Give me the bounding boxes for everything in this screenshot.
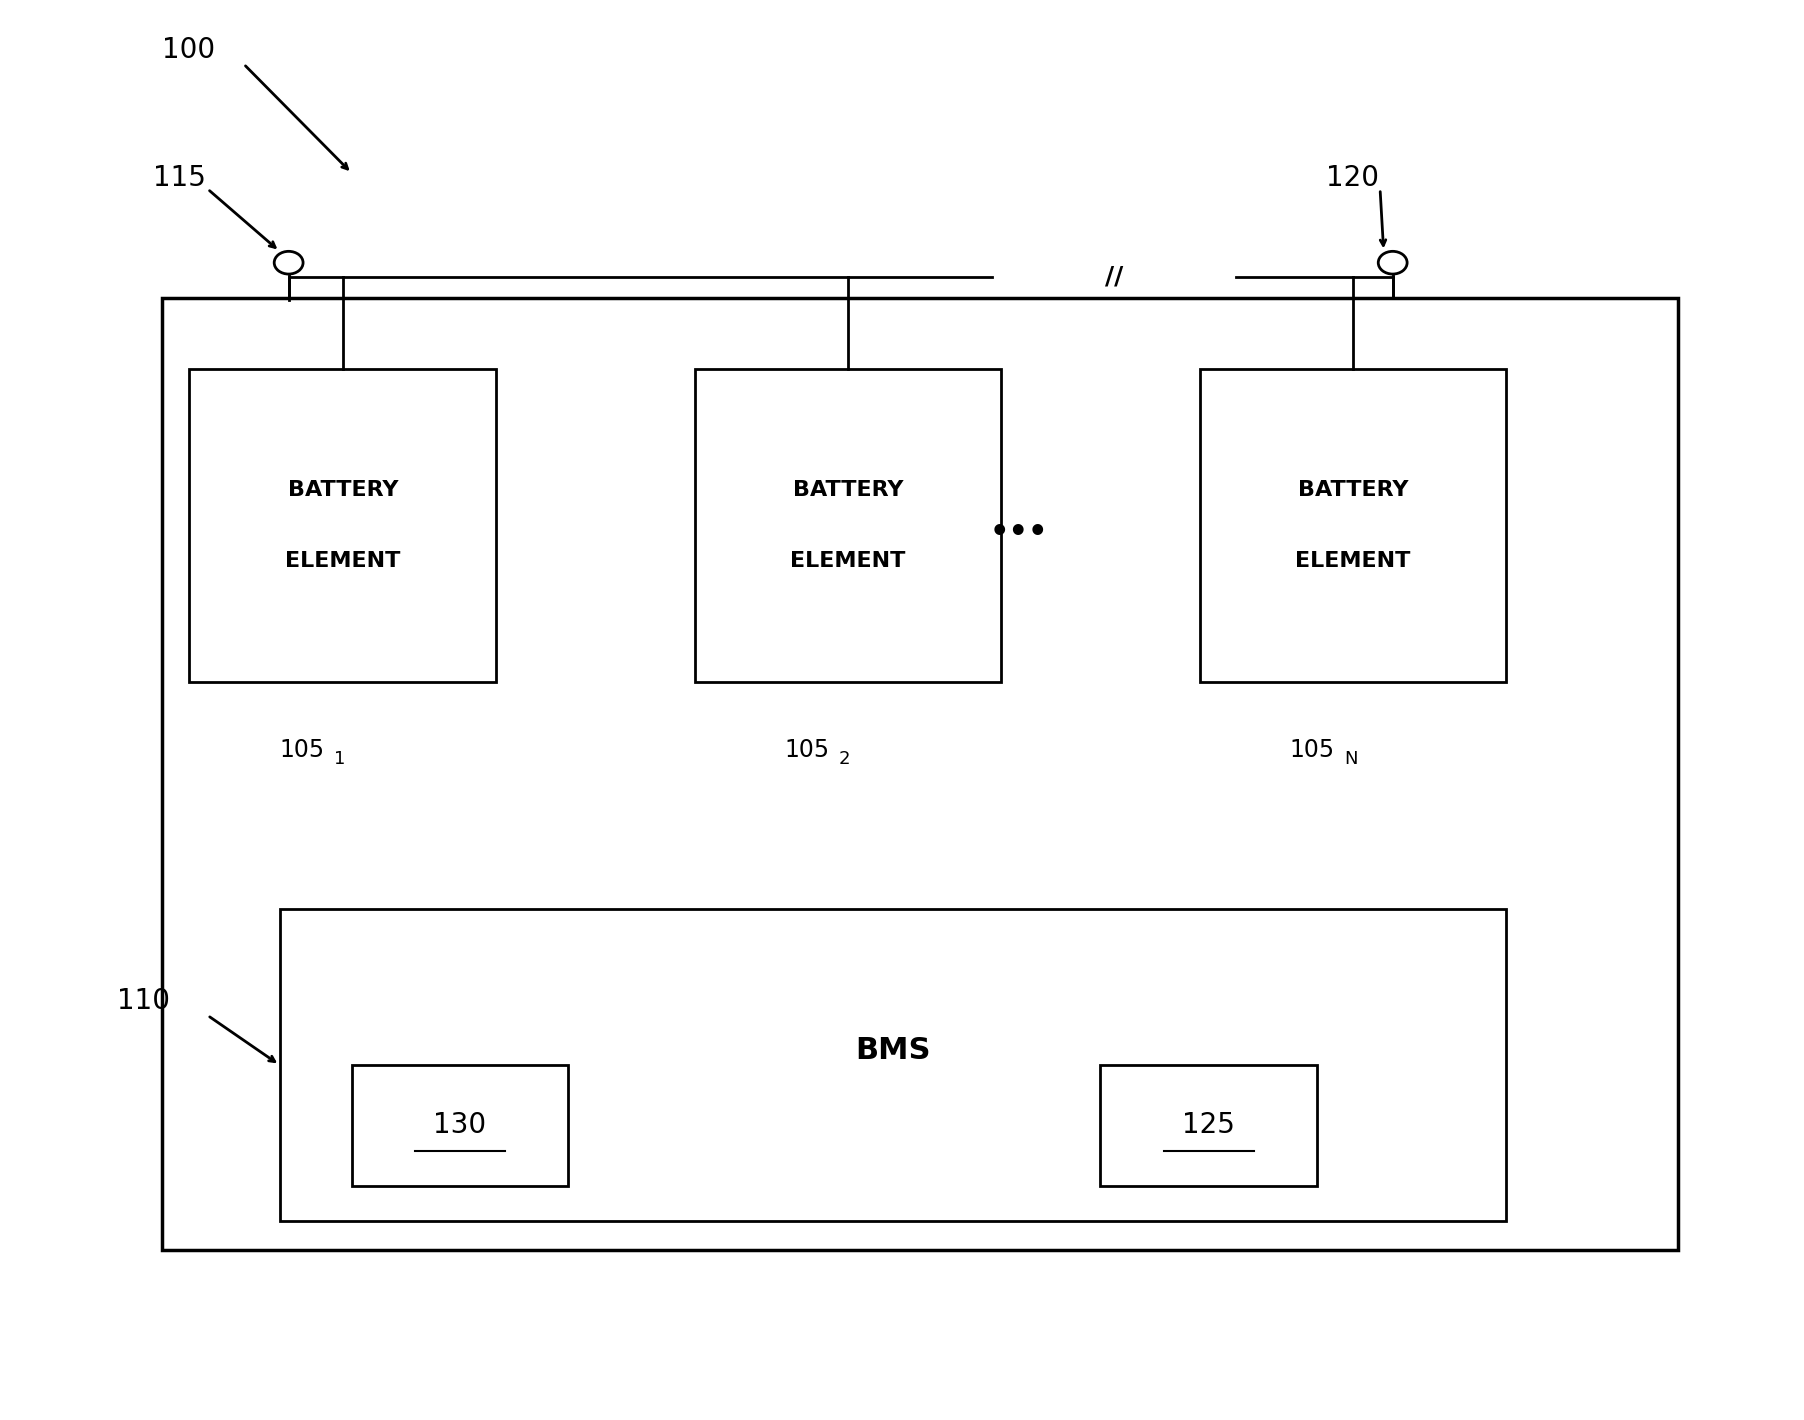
Bar bbox=[1200, 369, 1506, 682]
Circle shape bbox=[274, 251, 303, 274]
Text: 1: 1 bbox=[334, 750, 345, 768]
Text: 105: 105 bbox=[785, 738, 830, 763]
Text: //: // bbox=[1104, 266, 1124, 288]
Text: N: N bbox=[1344, 750, 1357, 768]
Text: 130: 130 bbox=[433, 1112, 487, 1139]
Text: ELEMENT: ELEMENT bbox=[1295, 551, 1411, 571]
Bar bbox=[695, 369, 1001, 682]
Text: BATTERY: BATTERY bbox=[1297, 480, 1409, 500]
Text: BATTERY: BATTERY bbox=[287, 480, 399, 500]
Text: •••: ••• bbox=[990, 518, 1048, 547]
Text: 125: 125 bbox=[1182, 1112, 1236, 1139]
Text: 120: 120 bbox=[1326, 163, 1378, 192]
Text: BATTERY: BATTERY bbox=[792, 480, 904, 500]
Text: 105: 105 bbox=[280, 738, 325, 763]
Text: 105: 105 bbox=[1290, 738, 1335, 763]
Text: ELEMENT: ELEMENT bbox=[285, 551, 400, 571]
Bar bbox=[162, 298, 1678, 1250]
Bar bbox=[352, 1065, 568, 1186]
Bar bbox=[280, 909, 1506, 1221]
Bar bbox=[1100, 1065, 1317, 1186]
Text: 100: 100 bbox=[162, 36, 215, 64]
Text: BMS: BMS bbox=[855, 1037, 931, 1065]
Text: ELEMENT: ELEMENT bbox=[790, 551, 906, 571]
Bar bbox=[189, 369, 496, 682]
Text: 110: 110 bbox=[117, 987, 170, 1015]
Text: 2: 2 bbox=[839, 750, 850, 768]
Text: 115: 115 bbox=[153, 163, 206, 192]
Circle shape bbox=[1378, 251, 1407, 274]
